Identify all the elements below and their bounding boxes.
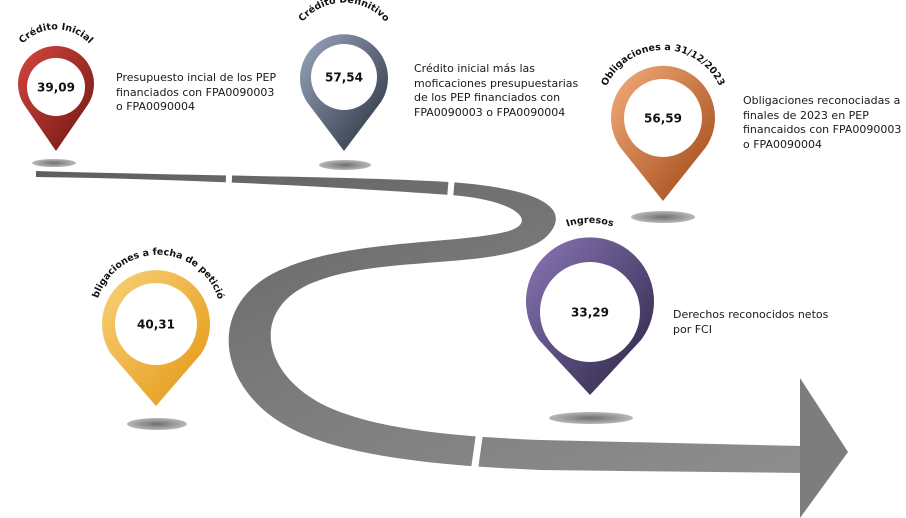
description-line: por FCI (673, 322, 712, 336)
description-line: FPA0090003 o FPA0090004 (414, 105, 566, 119)
milestone-pin-credito-inicial: 39,09 Crédito Inicial (17, 21, 95, 151)
milestone-description-credito-definitivo: Crédito inicial más las moficaciones pre… (414, 62, 578, 120)
description-line: finales de 2023 en PEP (743, 108, 869, 122)
milestone-title: Crédito Definitivo (297, 0, 392, 24)
description-line: de los PEP financiados con (414, 91, 561, 104)
milestone-value: 39,09 (37, 81, 75, 95)
description-line: o FPA0090004 (743, 137, 822, 151)
milestone-value: 40,31 (137, 318, 175, 332)
milestone-pin-ingresos: 33,29 Ingresos (526, 215, 654, 395)
description-line: financaidos con FPA0090003 (743, 123, 902, 136)
milestone-description-credito-inicial: Presupuesto incial de los PEP financiado… (116, 71, 276, 115)
svg-text:Obligaciones a fecha de petici: Obligaciones a fecha de petición (0, 0, 226, 301)
arrow-head (800, 378, 848, 518)
milestone-title: Obligaciones a fecha de petición (0, 0, 226, 301)
milestone-value: 57,54 (325, 71, 363, 85)
milestone-description-obligaciones-31-12-2023: Obligaciones reconociadas a finales de 2… (743, 94, 901, 152)
description-line: Crédito inicial más las (414, 62, 535, 75)
description-line: Obligaciones reconociadas a (743, 94, 901, 107)
description-line: financiados con FPA0090003 (116, 85, 275, 99)
svg-text:Crédito Definitivo: Crédito Definitivo (297, 0, 392, 24)
milestone-pin-obligaciones-31-12-2023: 56,59 Obligaciones a 31/12/2023 (599, 42, 727, 201)
description-line: Derechos reconocidos netos (673, 308, 829, 321)
description-line: o FPA0090004 (116, 100, 195, 113)
milestone-title: Ingresos (565, 215, 615, 230)
pin-shadows (32, 159, 695, 430)
description-line: Presupuesto incial de los PEP (116, 71, 277, 84)
milestone-value: 56,59 (644, 112, 682, 126)
milestone-pin-credito-definitivo: 57,54 Crédito Definitivo (297, 0, 392, 151)
milestone-description-ingresos: Derechos reconocidos netos por FCI (673, 308, 828, 337)
svg-text:Ingresos: Ingresos (565, 215, 615, 230)
road-path (36, 167, 848, 518)
description-line: moficaciones presupuestarias (414, 76, 579, 90)
milestone-title: Crédito Inicial (17, 21, 95, 46)
milestone-value: 33,29 (571, 306, 609, 320)
svg-text:Crédito Inicial: Crédito Inicial (17, 21, 95, 46)
